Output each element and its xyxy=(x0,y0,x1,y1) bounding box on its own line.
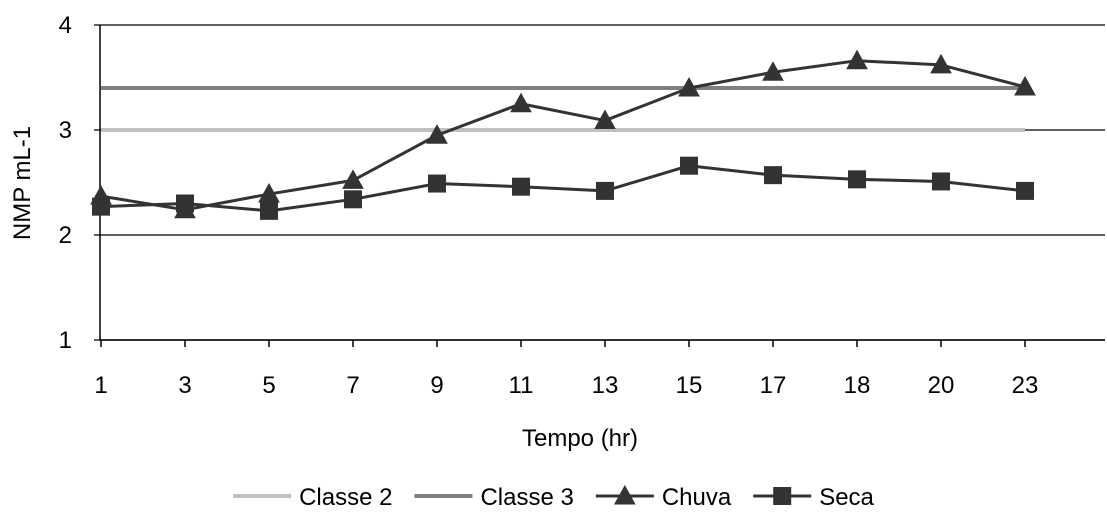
point-chuva-20 xyxy=(930,53,952,74)
point-seca-5 xyxy=(260,201,278,220)
legend-item-classe-3: Classe 3 xyxy=(414,484,574,511)
legend-label-chuva: Chuva xyxy=(662,484,732,511)
point-chuva-13 xyxy=(594,109,616,130)
x-tick-label-15: 15 xyxy=(676,372,703,399)
x-tick-label-5: 5 xyxy=(262,372,275,399)
axes xyxy=(99,25,1105,347)
point-chuva-9 xyxy=(426,124,448,144)
x-tick-label-9: 9 xyxy=(430,372,443,399)
point-chuva-23 xyxy=(1014,75,1036,96)
x-tick-label-7: 7 xyxy=(346,372,359,399)
x-tick-label-13: 13 xyxy=(592,372,619,399)
point-seca-15 xyxy=(680,156,698,175)
y-tick-label-2: 2 xyxy=(59,222,72,249)
series-line-seca xyxy=(100,164,1026,213)
legend-item-classe-2: Classe 2 xyxy=(233,484,392,511)
y-axis-title: NMP mL-1 xyxy=(9,126,36,240)
point-seca-13 xyxy=(596,181,614,200)
y-tick-label-1: 1 xyxy=(59,327,72,354)
point-seca-1 xyxy=(92,197,110,216)
x-tick-label-17: 17 xyxy=(760,372,787,399)
series-line-chuva xyxy=(100,59,1026,212)
legend-label-classe-2: Classe 2 xyxy=(299,484,392,511)
point-seca-3 xyxy=(176,194,194,213)
x-tick-label-20: 20 xyxy=(928,372,955,399)
y-tick-label-3: 3 xyxy=(59,117,72,144)
point-seca-20 xyxy=(932,172,950,191)
point-seca-23 xyxy=(1016,181,1034,200)
series-layer xyxy=(90,49,1036,220)
point-chuva-7 xyxy=(342,169,364,189)
legend: Classe 2 Classe 3 Chuva Seca xyxy=(233,484,875,511)
point-seca-11 xyxy=(512,177,530,196)
point-seca-17 xyxy=(764,166,782,185)
x-tick-label-3: 3 xyxy=(178,372,191,399)
x-axis-title: Tempo (hr) xyxy=(522,425,638,452)
x-tick-label-1: 1 xyxy=(94,372,107,399)
point-chuva-17 xyxy=(762,61,784,81)
legend-item-seca: Seca xyxy=(753,484,875,511)
point-chuva-11 xyxy=(510,92,532,113)
point-chuva-18 xyxy=(846,49,868,70)
x-tick-label-18: 18 xyxy=(844,372,871,399)
legend-marker-chuva xyxy=(613,484,636,505)
series-seca xyxy=(92,156,1034,220)
legend-marker-seca xyxy=(773,487,792,505)
point-seca-9 xyxy=(428,174,446,193)
point-seca-18 xyxy=(848,170,866,189)
legend-label-classe-3: Classe 3 xyxy=(480,484,573,511)
legend-label-seca: Seca xyxy=(819,484,874,511)
x-tick-label-11: 11 xyxy=(509,372,534,399)
point-seca-7 xyxy=(344,190,362,209)
y-tick-label-4: 4 xyxy=(59,12,72,39)
point-chuva-15 xyxy=(678,76,700,97)
series-chuva xyxy=(90,49,1036,219)
x-tick-label-23: 23 xyxy=(1012,372,1039,399)
legend-item-chuva: Chuva xyxy=(595,484,732,511)
